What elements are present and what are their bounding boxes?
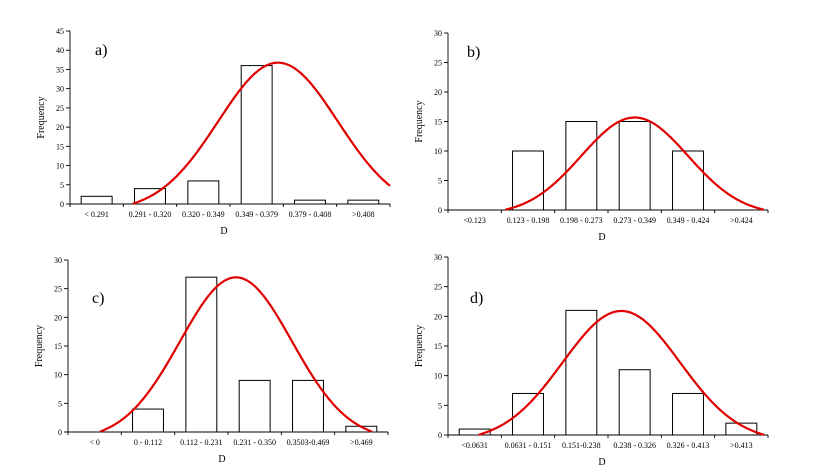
y-tick-label: 5 [60, 181, 64, 190]
fit-curve [132, 61, 391, 205]
x-tick-label: 0.349 - 0.424 [667, 216, 710, 225]
y-tick-label: 30 [434, 29, 442, 38]
bar-3 [565, 121, 598, 211]
y-tick-label: 5 [438, 401, 442, 410]
bar-3 [565, 309, 598, 436]
y-axis-title: Frequency [36, 96, 47, 138]
x-axis-title: D [598, 457, 605, 468]
y-tick-label: 20 [54, 313, 62, 322]
y-axis-title: Frequency [414, 325, 425, 367]
y-tick-label: 5 [58, 399, 62, 408]
bar-2 [132, 408, 164, 433]
bar-5 [672, 392, 704, 436]
y-tick-label: 0 [58, 428, 62, 437]
x-tick-label: >0.424 [730, 216, 753, 225]
panel-label: a) [95, 42, 107, 59]
bar-6 [347, 199, 380, 205]
x-tick-label: 0.123 - 0.198 [507, 216, 550, 225]
y-tick-label: 25 [434, 59, 442, 68]
panel-label: b) [467, 44, 480, 61]
fit-curve [478, 309, 765, 436]
y-tick-label: 35 [56, 65, 64, 74]
x-tick-label: 0.238 - 0.326 [613, 441, 656, 450]
y-tick-label: 25 [56, 104, 64, 113]
y-tick-label: 0 [438, 206, 442, 215]
y-tick-label: 45 [56, 27, 64, 36]
bar-4 [238, 379, 271, 433]
bar-5 [672, 150, 704, 211]
y-tick-label: 25 [54, 285, 62, 294]
x-tick-label: 0.320 - 0.349 [182, 210, 225, 219]
x-tick-label: 0.0631 - 0.151 [505, 441, 552, 450]
y-tick-label: 25 [434, 283, 442, 292]
x-tick-label: <0.0631 [461, 441, 488, 450]
bar-4 [240, 65, 273, 205]
y-tick-label: 10 [54, 371, 62, 380]
bar-3 [185, 276, 218, 433]
y-tick-label: 20 [434, 312, 442, 321]
y-tick-label: 40 [56, 46, 64, 55]
y-tick-label: 0 [60, 200, 64, 209]
y-tick-label: 20 [434, 88, 442, 97]
y-tick-label: 30 [434, 253, 442, 262]
fit-curve [505, 116, 765, 211]
y-tick-label: 10 [434, 147, 442, 156]
x-tick-label: 0 - 0.112 [134, 438, 162, 447]
y-tick-label: 30 [54, 256, 62, 265]
y-tick-label: 15 [434, 118, 442, 127]
y-tick-label: 15 [434, 342, 442, 351]
chart-panel-3: 0 5 10 15 20 25 30 < 0 0 - 0.112 0.112 - 0.231 0.2… [34, 256, 389, 465]
chart-panel-4: 0 5 10 15 20 25 30 <0.0631 0.0631 - 0.151 0.151-0… [414, 253, 769, 468]
bar-5 [294, 199, 326, 205]
chart-panel-2: 0 5 10 15 20 25 30 <0.123 0.123 - 0.198 0.198 - 0… [414, 29, 769, 243]
bar-2 [512, 392, 544, 436]
y-axis-title: Frequency [34, 325, 45, 367]
bar-5 [292, 379, 324, 433]
x-tick-label: 0.291 - 0.320 [129, 210, 172, 219]
x-tick-label: 0.326 - 0.413 [667, 441, 710, 450]
bar-1 [458, 428, 491, 436]
bar-3 [187, 180, 220, 205]
y-axis-title: Frequency [414, 100, 425, 142]
x-tick-label: >0.413 [730, 441, 753, 450]
y-tick-label: 15 [56, 142, 64, 151]
x-tick-label: >0.469 [350, 438, 373, 447]
y-tick-label: 10 [434, 372, 442, 381]
x-tick-label: < 0 [89, 438, 100, 447]
x-tick-label: 0.151-0.238 [562, 441, 601, 450]
x-tick-label: >0.408 [352, 210, 375, 219]
x-tick-label: 0.349 - 0.379 [235, 210, 278, 219]
x-tick-label: 0.379 - 0.408 [289, 210, 332, 219]
y-tick-label: 15 [54, 342, 62, 351]
y-tick-label: 30 [56, 85, 64, 94]
x-tick-label: 0.3503-0.469 [287, 438, 330, 447]
bar-4 [618, 121, 651, 211]
bar-4 [618, 369, 651, 436]
bar-6 [725, 422, 758, 436]
bar-1 [80, 195, 113, 205]
fit-curve [99, 276, 373, 433]
bar-2 [512, 150, 544, 211]
x-tick-label: 0.198 - 0.273 [560, 216, 603, 225]
y-tick-label: 0 [438, 431, 442, 440]
panel-label: d) [470, 290, 483, 307]
panel-label: c) [92, 290, 104, 307]
x-axis-title: D [598, 232, 605, 243]
x-tick-label: <0.123 [463, 216, 486, 225]
x-tick-label: 0.273 - 0.349 [613, 216, 656, 225]
y-tick-label: 5 [438, 177, 442, 186]
x-tick-label: < 0.291 [84, 210, 109, 219]
x-axis-title: D [220, 226, 227, 237]
chart-panel-1: 0 5 10 15 20 25 30 35 40 45 < 0.291 0.291 - 0.320 0.… [36, 27, 391, 237]
x-axis-title: D [218, 454, 225, 465]
x-tick-label: 0.231 - 0.350 [233, 438, 276, 447]
y-tick-label: 20 [56, 123, 64, 132]
x-tick-label: 0.112 - 0.231 [180, 438, 222, 447]
y-tick-label: 10 [56, 162, 64, 171]
